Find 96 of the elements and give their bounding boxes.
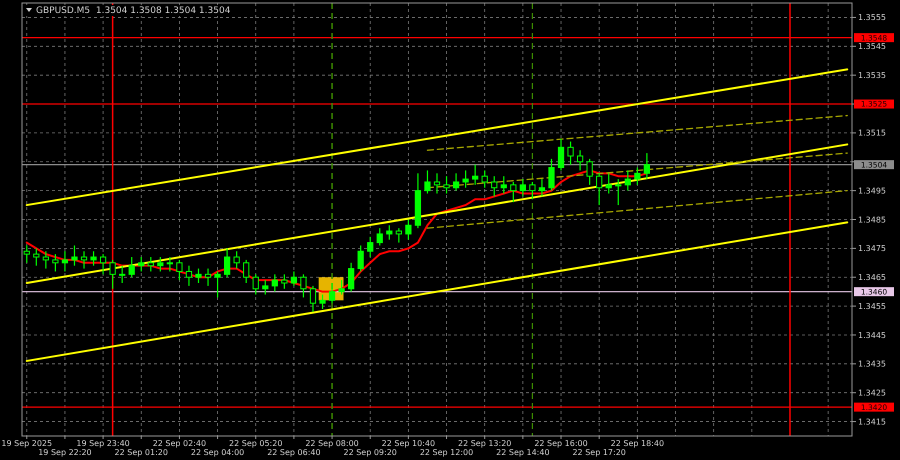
x-tick-label: 22 Sep 02:40 xyxy=(152,439,206,448)
candlestick xyxy=(100,254,106,275)
candlestick xyxy=(224,248,230,278)
candlestick xyxy=(376,228,383,246)
candlestick xyxy=(62,250,68,272)
x-tick-label: 22 Sep 05:20 xyxy=(229,439,282,448)
candlestick xyxy=(138,256,144,272)
candlestick xyxy=(80,250,88,270)
candlestick xyxy=(214,270,221,298)
x-tick-label: 19 Sep 22:20 xyxy=(38,448,92,457)
candlestick xyxy=(119,265,126,284)
x-tick-label: 19 Sep 23:40 xyxy=(76,439,130,448)
candlestick xyxy=(290,270,298,286)
x-tick-label: 22 Sep 13:20 xyxy=(458,439,512,448)
candlestick xyxy=(576,150,584,172)
candlestick xyxy=(319,294,326,310)
candlestick xyxy=(52,254,59,272)
x-tick-label: 22 Sep 10:40 xyxy=(382,439,436,448)
candlestick xyxy=(186,265,192,286)
x-tick-label: 22 Sep 17:20 xyxy=(572,448,626,457)
candlestick xyxy=(367,236,374,258)
candlestick xyxy=(148,256,154,272)
y-tick-label: 1.3465 xyxy=(858,273,886,282)
candlestick xyxy=(606,172,612,194)
y-tick-label: 1.3415 xyxy=(858,417,886,426)
chart-title: GBPUSD.M5 1.3504 1.3508 1.3504 1.3504 xyxy=(36,6,231,16)
candlestick xyxy=(644,152,650,180)
y-tick-label: 1.3435 xyxy=(858,360,886,369)
candlestick xyxy=(176,259,183,281)
candlestick xyxy=(624,170,631,192)
candlestick xyxy=(434,172,440,194)
candlestick xyxy=(396,228,402,244)
y-tick-label: 1.3535 xyxy=(858,70,886,80)
candlestick xyxy=(234,250,240,270)
candlestick xyxy=(558,138,564,172)
candlestick xyxy=(386,224,392,240)
candlestick xyxy=(586,158,593,186)
candlestick xyxy=(71,244,78,266)
y-tick-label: 1.3545 xyxy=(858,42,886,52)
candlestick xyxy=(348,262,354,292)
candlestick xyxy=(42,250,49,270)
candlestick xyxy=(482,170,488,188)
y-tick-label: 1.3455 xyxy=(858,302,886,311)
candlestick xyxy=(405,218,412,240)
candlestick xyxy=(110,259,116,290)
candlestick xyxy=(281,274,288,290)
y-tick-label: 1.3425 xyxy=(858,388,886,398)
candlestick xyxy=(358,244,364,272)
candlestick xyxy=(548,158,555,192)
candlestick xyxy=(538,178,546,198)
x-tick-label: 19 Sep 2025 xyxy=(1,439,52,448)
x-tick-label: 22 Sep 18:40 xyxy=(610,439,664,448)
candlestick xyxy=(195,268,202,284)
candlestick xyxy=(443,176,450,194)
candlestick xyxy=(634,166,640,186)
candlestick xyxy=(262,280,268,296)
candlestick xyxy=(272,274,278,292)
y-tick-label: 1.3495 xyxy=(858,186,886,196)
candlestick xyxy=(529,181,536,200)
candlestick xyxy=(90,250,97,266)
candlestick xyxy=(252,274,259,296)
candlestick xyxy=(157,256,164,272)
candlestick xyxy=(300,274,307,298)
y-tick-label: 1.3445 xyxy=(858,330,886,340)
x-tick-label: 22 Sep 04:00 xyxy=(190,448,244,457)
candlestick xyxy=(24,244,30,264)
x-tick-label: 22 Sep 16:00 xyxy=(534,439,588,448)
candlestick xyxy=(472,164,478,186)
candlestick xyxy=(520,178,526,198)
candlestick xyxy=(33,248,40,266)
candlestick xyxy=(567,140,574,166)
candlestick xyxy=(166,256,173,272)
candlestick xyxy=(128,256,135,278)
candlestick xyxy=(204,268,212,286)
candlestick xyxy=(338,280,345,296)
y-tick-label: 1.3475 xyxy=(858,244,886,254)
candlestick xyxy=(462,170,469,188)
x-tick-label: 22 Sep 12:00 xyxy=(420,448,474,457)
candlestick xyxy=(310,285,316,312)
candlestick xyxy=(424,170,431,194)
candlestick xyxy=(510,181,516,203)
candlestick xyxy=(243,259,250,284)
y-tick-label: 1.3555 xyxy=(858,13,886,22)
y-tick-label: 1.3515 xyxy=(858,128,886,138)
x-tick-label: 22 Sep 01:20 xyxy=(114,448,168,457)
candlestick xyxy=(452,172,460,192)
x-tick-label: 22 Sep 08:00 xyxy=(305,439,359,448)
candlestick xyxy=(491,176,498,198)
candlestick xyxy=(328,282,336,304)
y-tick-label: 1.3485 xyxy=(858,215,886,224)
x-tick-label: 22 Sep 14:40 xyxy=(496,448,550,457)
candlestick xyxy=(500,176,507,194)
x-tick-label: 22 Sep 09:20 xyxy=(344,448,397,457)
x-tick-label: 22 Sep 06:40 xyxy=(267,448,321,457)
candlestick xyxy=(596,172,602,206)
candlestick xyxy=(615,178,622,206)
